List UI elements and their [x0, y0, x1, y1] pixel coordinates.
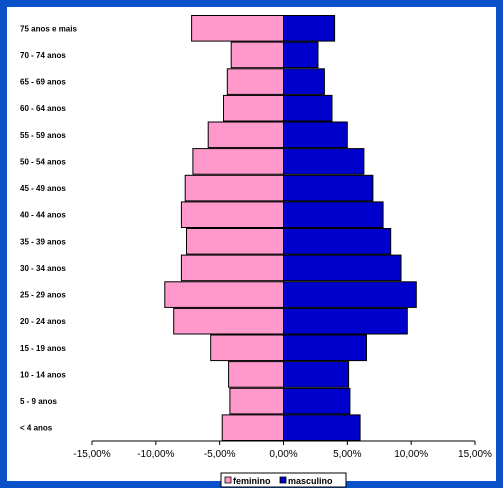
x-tick-label: 5,00%	[333, 449, 361, 460]
category-label: 40 - 44 anos	[20, 211, 66, 220]
bar-masculino-6	[283, 174, 374, 202]
bar-feminino-12	[210, 334, 284, 362]
x-tick-label: -15,00%	[73, 449, 110, 460]
category-label: 35 - 39 anos	[20, 237, 66, 246]
bar-masculino-3	[283, 94, 333, 122]
bar-feminino-13	[228, 361, 285, 388]
bar-masculino-10	[283, 281, 417, 308]
bar-feminino-6	[184, 174, 284, 202]
category-label: 30 - 34 anos	[20, 264, 66, 273]
x-tick-label: 0,00%	[269, 449, 297, 460]
bar-masculino-13	[283, 361, 350, 388]
category-label: 75 anos e mais	[20, 24, 77, 33]
bar-feminino-4	[207, 121, 284, 149]
bar-feminino-14	[229, 387, 284, 415]
bar-feminino-8	[186, 228, 284, 255]
bar-masculino-9	[283, 254, 402, 282]
category-label: 10 - 14 anos	[20, 370, 66, 379]
category-label: 25 - 29 anos	[20, 291, 66, 300]
bar-masculino-8	[283, 228, 392, 255]
bar-feminino-3	[223, 94, 284, 122]
legend-label-feminino: feminino	[233, 476, 271, 486]
bar-feminino-10	[164, 281, 284, 308]
bar-feminino-9	[180, 254, 284, 282]
category-label: 65 - 69 anos	[20, 78, 66, 87]
category-label: 55 - 59 anos	[20, 131, 66, 140]
bar-feminino-5	[192, 148, 284, 175]
bar-masculino-1	[283, 41, 319, 69]
category-label: < 4 anos	[20, 424, 53, 433]
x-tick-label: -10,00%	[137, 449, 174, 460]
bar-masculino-2	[283, 68, 325, 95]
bar-feminino-1	[230, 41, 284, 69]
x-axis: -15,00% -10,00% -5,00% 0,00% 5,00% 10,00% 15,0…	[73, 15, 492, 460]
bar-masculino-12	[283, 334, 367, 362]
legend: feminino masculino	[220, 472, 347, 488]
bar-masculino-14	[283, 387, 351, 415]
legend-swatch-feminino	[224, 476, 232, 484]
category-label: 60 - 64 anos	[20, 104, 66, 113]
bars-group	[164, 15, 417, 441]
x-tick-label: 15,00%	[458, 449, 492, 460]
category-labels: 75 anos e mais 70 - 74 anos 65 - 69 anos 60…	[20, 24, 77, 432]
category-label: 20 - 24 anos	[20, 317, 66, 326]
bar-feminino-15	[221, 414, 284, 441]
bar-feminino-2	[226, 68, 285, 95]
bar-masculino-5	[283, 148, 365, 175]
legend-swatch-masculino	[279, 476, 287, 484]
bar-masculino-4	[283, 121, 348, 149]
category-label: 50 - 54 anos	[20, 157, 66, 166]
bar-masculino-7	[283, 201, 384, 228]
bar-masculino-0	[283, 15, 336, 42]
bar-feminino-7	[180, 201, 284, 228]
legend-label-masculino: masculino	[288, 476, 333, 486]
bar-feminino-11	[173, 307, 284, 335]
x-tick-label: 10,00%	[394, 449, 428, 460]
x-tick-label: -5,00%	[204, 449, 236, 460]
category-label: 70 - 74 anos	[20, 51, 66, 60]
category-label: 45 - 49 anos	[20, 184, 66, 193]
category-label: 5 - 9 anos	[20, 397, 57, 406]
bar-feminino-0	[191, 15, 285, 42]
bar-masculino-11	[283, 307, 408, 335]
bar-masculino-15	[283, 414, 361, 441]
category-label: 15 - 19 anos	[20, 344, 66, 353]
